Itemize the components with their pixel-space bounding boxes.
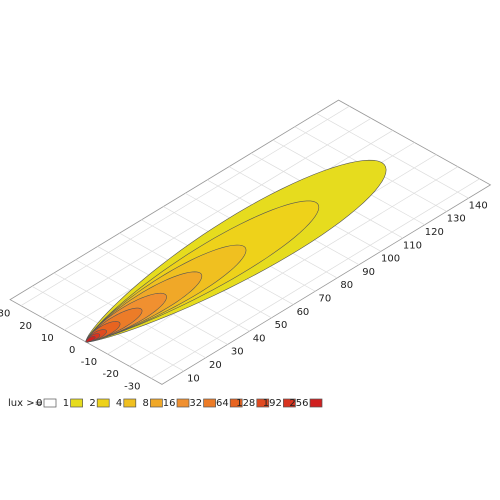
legend-swatch [70,398,83,408]
x-tick-label: 120 [425,227,444,238]
legend-title: lux >= [8,398,43,409]
legend-label: 2 [89,398,95,409]
legend-swatch [229,398,243,408]
legend-label: 16 [163,398,176,409]
y-tick-label: 0 [69,345,75,356]
legend-label: 192 [263,398,282,409]
x-tick-label: 60 [297,307,310,318]
legend-label: 4 [116,398,122,409]
x-tick-label: 100 [381,254,400,265]
legend-label: 256 [289,398,308,409]
x-tick-label: 50 [275,320,288,331]
x-tick-label: 70 [318,293,331,304]
legend-label: 64 [216,398,229,409]
grid-line [42,118,372,319]
legend-swatch [203,398,216,408]
y-tick-label: 30 [0,309,10,320]
legend-swatch [43,398,57,408]
legend-label: 128 [236,398,255,409]
legend-label: 32 [189,398,202,409]
x-tick-label: 80 [340,280,353,291]
y-tick-label: 10 [41,333,54,344]
legend-swatch [96,398,110,408]
x-tick-label: 10 [187,373,200,384]
legend-swatch [309,398,323,408]
legend-swatch [123,398,137,408]
legend-label: 0 [36,398,42,409]
x-tick-label: 90 [362,267,375,278]
legend-swatch [150,398,163,408]
y-tick-label: 20 [19,321,32,332]
x-tick-label: 130 [447,214,466,225]
legend-label: 1 [63,398,69,409]
legend-swatch [256,398,270,408]
grid-line [150,178,480,379]
grid-line [20,105,350,306]
grid-line [129,166,459,367]
x-tick-label: 140 [469,200,488,211]
isolux-contour [85,336,96,343]
legend-swatch [283,398,296,408]
x-tick-label: 40 [253,333,266,344]
y-tick-label: -10 [81,357,97,368]
x-tick-label: 110 [403,240,422,251]
legend-swatch [176,398,190,408]
x-tick-label: 20 [209,360,222,371]
y-tick-label: -20 [102,369,118,380]
legend-label: 8 [143,398,149,409]
x-tick-label: 30 [231,347,244,358]
y-tick-label: -30 [124,381,140,392]
